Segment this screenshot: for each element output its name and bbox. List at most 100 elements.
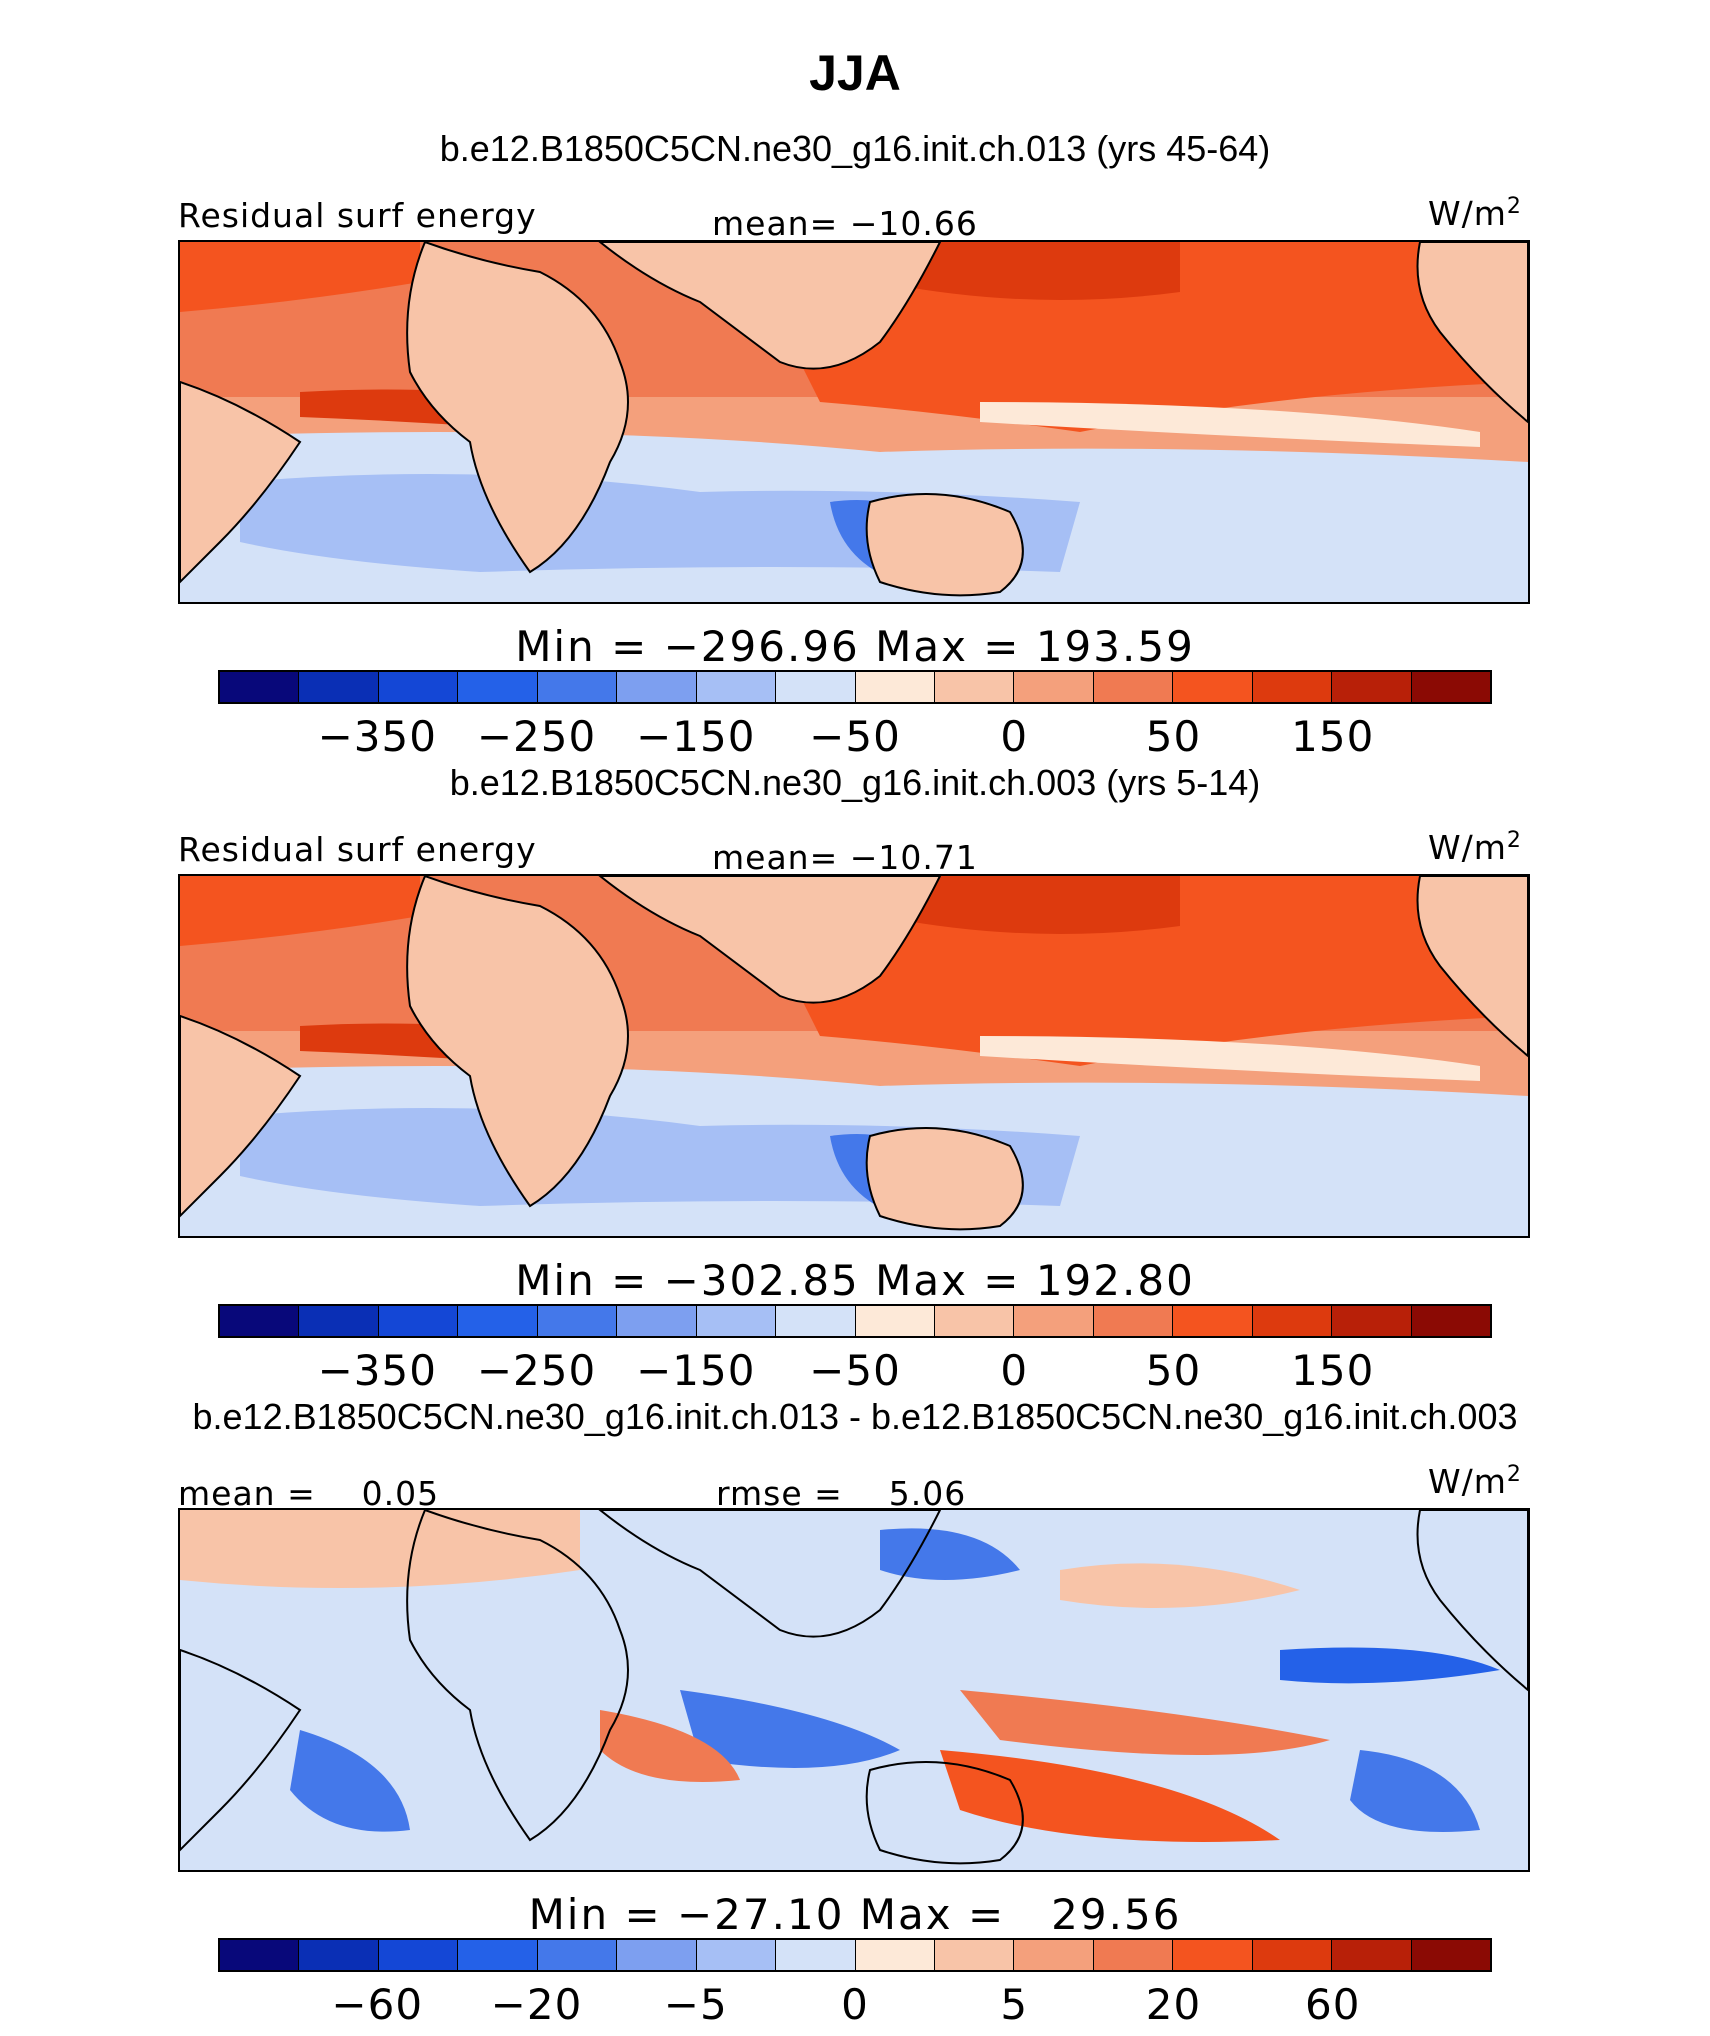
- north-atlantic-warm: [180, 876, 420, 946]
- panel-2-title: b.e12.B1850C5CN.ne30_g16.init.ch.003 (yr…: [449, 762, 1261, 803]
- colorbar-swatch: [696, 672, 777, 702]
- asia-land: [598, 242, 942, 370]
- colorbar-swatch: [776, 672, 856, 702]
- colorbar-tick-label: 150: [1291, 1346, 1375, 1395]
- colorbar-tick-label: −60: [331, 1980, 424, 2029]
- panel-3-min-max: Min = −27.10 Max = 29.56: [528, 1890, 1182, 1939]
- panel-2-variable-label: Residual surf energy: [178, 830, 537, 869]
- colorbar-swatch: [378, 1940, 459, 1970]
- panel-1-title: b.e12.B1850C5CN.ne30_g16.init.ch.013 (yr…: [439, 128, 1271, 169]
- colorbar-swatch: [537, 1306, 618, 1336]
- colorbar-swatch: [1332, 1306, 1412, 1336]
- colorbar-swatch: [934, 672, 1015, 702]
- panel-1-min-max: Min = −296.96 Max = 193.59: [515, 622, 1195, 671]
- australia-land: [865, 493, 1024, 597]
- colorbar-swatch: [1411, 1306, 1490, 1336]
- diff-warm-2: [960, 1690, 1330, 1755]
- panel-3-map: [178, 1508, 1530, 1872]
- panel-1-map-svg: [180, 242, 1528, 602]
- diff-cool-1: [680, 1690, 900, 1768]
- asia-land: [598, 876, 942, 1004]
- north-america-land: [1416, 876, 1528, 1058]
- panel-2-map: [178, 874, 1530, 1238]
- colorbar-swatch: [696, 1940, 777, 1970]
- colorbar-tick-label: 5: [1000, 1980, 1029, 2029]
- colorbar-tick-label: −5: [663, 1980, 728, 2029]
- colorbar-swatch: [378, 1306, 459, 1336]
- panel-1-colorbar: [218, 670, 1492, 704]
- colorbar-swatch: [1411, 672, 1490, 702]
- colorbar-swatch: [458, 1940, 538, 1970]
- colorbar-tick-label: 50: [1145, 712, 1202, 761]
- colorbar-tick-label: −350: [317, 1346, 437, 1395]
- panel-2-map-svg: [180, 876, 1528, 1236]
- colorbar-swatch: [299, 672, 379, 702]
- colorbar-tick-label: 20: [1145, 1980, 1202, 2029]
- colorbar-swatch: [855, 672, 935, 702]
- colorbar-swatch: [1014, 672, 1094, 702]
- colorbar-swatch: [1014, 1940, 1094, 1970]
- panel-1-units: W/m2: [1428, 194, 1522, 233]
- colorbar-swatch: [458, 1306, 538, 1336]
- colorbar-swatch: [220, 1306, 300, 1336]
- colorbar-swatch: [299, 1940, 379, 1970]
- colorbar-swatch: [696, 1306, 777, 1336]
- colorbar-swatch: [934, 1940, 1015, 1970]
- panel-2-min-max: Min = −302.85 Max = 192.80: [515, 1256, 1195, 1305]
- colorbar-swatch: [617, 1940, 697, 1970]
- colorbar-swatch: [1173, 1940, 1253, 1970]
- colorbar-swatch: [458, 672, 538, 702]
- colorbar-tick-label: −150: [636, 712, 756, 761]
- colorbar-swatch: [1252, 1306, 1333, 1336]
- colorbar-swatch: [776, 1940, 856, 1970]
- page-title: JJA: [809, 45, 901, 101]
- colorbar-swatch: [1332, 1940, 1412, 1970]
- colorbar-swatch: [617, 672, 697, 702]
- colorbar-swatch: [1093, 672, 1174, 702]
- colorbar-swatch: [934, 1306, 1015, 1336]
- panel-2-mean-label: mean= −10.71: [712, 838, 978, 877]
- panel-3-units: W/m2: [1428, 1462, 1522, 1501]
- panel-2-colorbar: [218, 1304, 1492, 1338]
- colorbar-swatch: [855, 1940, 935, 1970]
- colorbar-tick-label: 60: [1305, 1980, 1361, 2029]
- colorbar-tick-label: 0: [1000, 1346, 1029, 1395]
- north-atlantic-warm: [180, 242, 420, 312]
- australia-outline: [865, 1761, 1024, 1865]
- colorbar-swatch: [1173, 1306, 1253, 1336]
- colorbar-swatch: [855, 1306, 935, 1336]
- colorbar-tick-label: 0: [841, 1980, 869, 2029]
- diff-warm-3: [940, 1750, 1280, 1842]
- colorbar-swatch: [378, 672, 459, 702]
- panel-3-colorbar: [218, 1938, 1492, 1972]
- north-america-outline: [1416, 1510, 1528, 1692]
- panel-1-map: [178, 240, 1530, 604]
- colorbar-swatch: [776, 1306, 856, 1336]
- colorbar-swatch: [537, 672, 618, 702]
- colorbar-swatch: [1093, 1306, 1174, 1336]
- colorbar-swatch: [299, 1306, 379, 1336]
- colorbar-tick-label: −50: [809, 712, 901, 761]
- colorbar-tick-label: 0: [1000, 712, 1029, 761]
- colorbar-swatch: [537, 1940, 618, 1970]
- colorbar-swatch: [617, 1306, 697, 1336]
- panel-2-units: W/m2: [1428, 828, 1522, 867]
- panel-3-mean-label: mean = 0.05: [178, 1474, 440, 1513]
- colorbar-tick-label: −350: [317, 712, 437, 761]
- diff-warm-4: [600, 1710, 740, 1782]
- colorbar-tick-label: −150: [636, 1346, 756, 1395]
- colorbar-tick-label: 150: [1291, 712, 1375, 761]
- south-america-outline: [180, 1648, 302, 1852]
- colorbar-swatch: [220, 672, 300, 702]
- colorbar-swatch: [1332, 672, 1412, 702]
- colorbar-swatch: [1252, 1940, 1333, 1970]
- colorbar-swatch: [1173, 672, 1253, 702]
- panel-1-variable-label: Residual surf energy: [178, 196, 537, 235]
- pacific-itcz: [980, 1036, 1480, 1081]
- colorbar-swatch: [1411, 1940, 1490, 1970]
- australia-land: [865, 1127, 1024, 1231]
- colorbar-swatch: [1093, 1940, 1174, 1970]
- kuroshio-max: [880, 242, 1180, 300]
- diff-cool-3: [1280, 1647, 1500, 1684]
- south-america-land: [180, 380, 302, 584]
